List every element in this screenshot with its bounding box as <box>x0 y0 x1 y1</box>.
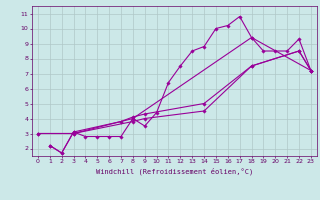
X-axis label: Windchill (Refroidissement éolien,°C): Windchill (Refroidissement éolien,°C) <box>96 167 253 175</box>
